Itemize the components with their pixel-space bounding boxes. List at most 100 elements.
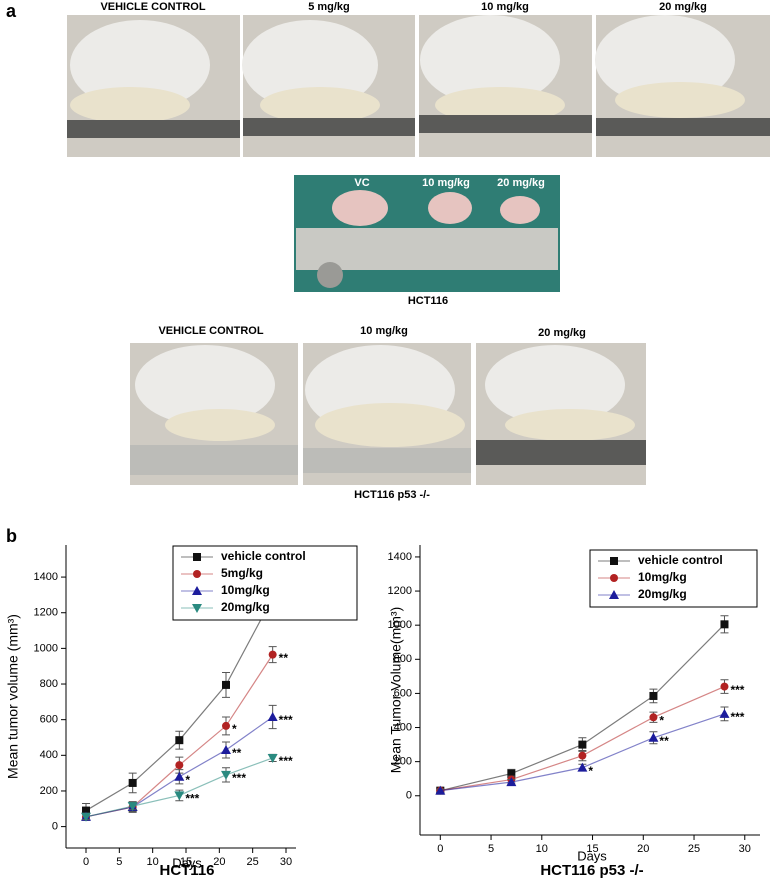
marker — [435, 785, 446, 795]
tumor — [428, 192, 472, 224]
ruler — [303, 448, 471, 473]
ruler — [419, 115, 592, 133]
panel-letter: a — [6, 1, 17, 21]
y-tick-label: 200 — [40, 785, 58, 797]
marker — [82, 806, 90, 815]
marker — [649, 691, 658, 700]
mouse — [315, 403, 465, 447]
y-tick-label: 0 — [406, 790, 412, 802]
mouse — [165, 409, 275, 441]
ruler — [476, 440, 646, 465]
x-tick-label: 30 — [280, 856, 292, 868]
marker — [174, 771, 185, 781]
legend-label: 20mg/kg — [221, 600, 270, 614]
glove — [595, 15, 735, 105]
significance: *** — [279, 713, 293, 727]
ruler — [130, 445, 298, 475]
significance: *** — [232, 771, 246, 785]
y-tick-label: 1200 — [388, 585, 412, 597]
legend-label: 10mg/kg — [221, 583, 270, 597]
y-tick-label: 1400 — [388, 551, 412, 563]
significance: *** — [730, 683, 744, 697]
x-axis-label: Days — [172, 855, 202, 870]
marker — [127, 802, 138, 812]
glove — [70, 20, 210, 110]
x-tick-label: 0 — [437, 843, 443, 855]
marker — [222, 680, 230, 689]
x-tick-label: 10 — [147, 856, 159, 868]
chart-caption: HCT116 — [159, 862, 214, 878]
caliper — [317, 262, 343, 288]
panel-letter: b — [6, 526, 17, 546]
marker — [610, 574, 618, 582]
y-tick-label: 400 — [40, 749, 58, 761]
significance: * — [659, 713, 664, 727]
ruler — [596, 118, 770, 136]
marker — [578, 751, 587, 760]
photo-caption: HCT116 p53 -/- — [354, 489, 430, 501]
mouse — [260, 87, 380, 123]
significance: ** — [659, 734, 669, 748]
x-tick-label: 15 — [586, 843, 598, 855]
marker — [268, 650, 277, 659]
significance: *** — [185, 792, 199, 806]
y-tick-label: 600 — [394, 687, 412, 699]
tumor — [332, 190, 388, 226]
mouse — [505, 409, 635, 441]
tumor — [500, 196, 540, 224]
marker — [267, 711, 278, 721]
significance: * — [232, 722, 237, 736]
significance: ** — [279, 651, 289, 665]
y-tick-label: 1000 — [388, 619, 412, 631]
photo-label: 20 mg/kg — [497, 177, 545, 189]
photo-label: 20 mg/kg — [538, 327, 586, 339]
x-tick-label: 20 — [637, 843, 649, 855]
glove — [242, 20, 378, 110]
marker — [222, 721, 230, 730]
marker — [648, 732, 659, 742]
marker — [81, 812, 91, 822]
photo-label: 10 mg/kg — [422, 177, 470, 189]
photo-label: VEHICLE CONTROL — [100, 1, 205, 13]
marker — [609, 590, 619, 599]
y-tick-label: 600 — [40, 714, 58, 726]
significance: * — [588, 764, 593, 778]
photo-label: 20 mg/kg — [659, 1, 707, 13]
y-tick-label: 400 — [394, 721, 412, 733]
y-axis-label: Mean tumor volume (mm³) — [5, 614, 21, 779]
marker — [719, 708, 730, 718]
legend-label: 5mg/kg — [221, 566, 263, 580]
mouse — [615, 82, 745, 118]
ruler — [243, 118, 415, 136]
x-tick-label: 20 — [213, 856, 225, 868]
significance: ** — [232, 746, 242, 760]
glove — [485, 345, 625, 425]
y-tick-label: 1000 — [34, 642, 58, 654]
photo-label: 10 mg/kg — [481, 1, 529, 13]
chart-caption: HCT116 p53 -/- — [540, 862, 643, 878]
x-tick-label: 5 — [116, 856, 122, 868]
marker — [610, 557, 618, 565]
marker — [507, 769, 516, 778]
x-tick-label: 5 — [488, 843, 494, 855]
photo-caption: HCT116 — [408, 295, 448, 307]
x-tick-label: 10 — [536, 843, 548, 855]
significance: *** — [730, 710, 744, 724]
marker — [174, 791, 185, 801]
ruler — [296, 228, 558, 270]
x-tick-label: 25 — [688, 843, 700, 855]
marker — [192, 586, 202, 595]
y-tick-label: 200 — [394, 756, 412, 768]
legend-label: vehicle control — [221, 549, 306, 563]
legend-label: 20mg/kg — [638, 587, 687, 601]
x-tick-label: 30 — [739, 843, 751, 855]
photo-label: 5 mg/kg — [308, 1, 350, 13]
marker — [578, 740, 587, 749]
legend-label: 10mg/kg — [638, 570, 687, 584]
marker — [221, 744, 231, 754]
y-axis-label: Mean Tumor Volume(mm³) — [388, 607, 404, 773]
marker — [267, 753, 278, 763]
y-tick-label: 800 — [394, 653, 412, 665]
photo-row1 — [67, 15, 770, 157]
